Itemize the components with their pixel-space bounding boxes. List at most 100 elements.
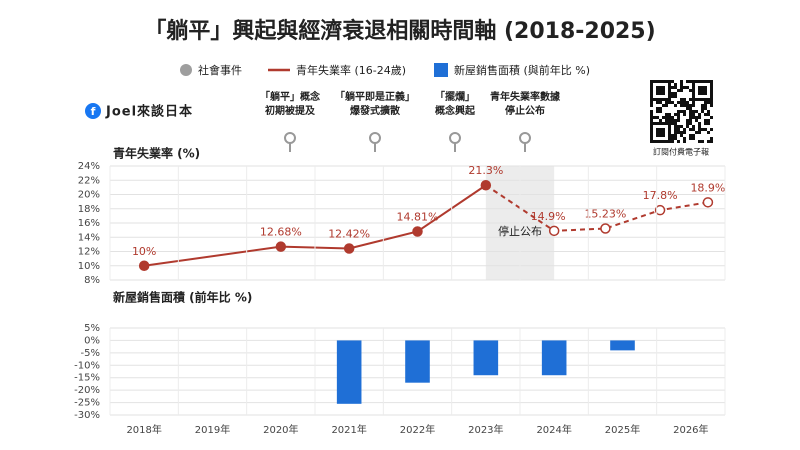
brand: Joel來談日本 [105, 104, 193, 120]
qr-cell [650, 119, 653, 122]
qr-cell [680, 104, 683, 107]
data-label: 21.3% [468, 164, 503, 177]
qr-cell [668, 128, 671, 131]
qr-cell [686, 101, 689, 104]
qr-cell [650, 92, 653, 95]
qr-cell [710, 89, 713, 92]
line [485, 184, 709, 232]
qr-cell [704, 101, 707, 104]
qr-cell [665, 101, 668, 104]
qr-cell [683, 86, 686, 89]
qr-cell [686, 107, 689, 110]
qr-cell [698, 122, 701, 125]
qr-cell [650, 83, 653, 86]
qr-cell [668, 140, 671, 143]
event-label: 「擺爛」 [435, 90, 475, 103]
event-label: 「躺平即是正義」 [335, 90, 415, 103]
qr-cell [662, 89, 665, 92]
event-pin [449, 132, 461, 144]
bar [610, 340, 635, 351]
qr-cell [683, 137, 686, 140]
qr-cell [698, 116, 701, 119]
qr-cell [659, 80, 662, 83]
qr-cell [671, 122, 674, 125]
y-tick-label: 12% [78, 247, 100, 258]
qr-cell [701, 98, 704, 101]
event-pin [519, 132, 531, 144]
qr-cell [680, 83, 683, 86]
qr-cell [668, 131, 671, 134]
y-tick-label: 18% [78, 204, 100, 215]
qr-cell [665, 80, 668, 83]
qr-cell [698, 140, 701, 143]
qr-cell [692, 98, 695, 101]
qr-cell [671, 101, 674, 104]
event-label: 初期被提及 [265, 104, 316, 117]
qr-cell [701, 86, 704, 89]
qr-cell [653, 140, 656, 143]
qr-cell [656, 89, 659, 92]
qr-cell [650, 89, 653, 92]
qr-cell [650, 95, 653, 98]
qr-cell [656, 131, 659, 134]
qr-cell [650, 140, 653, 143]
qr-cell [689, 122, 692, 125]
y-axis-title: 青年失業率 (%) [113, 146, 200, 161]
y-tick-label: 8% [84, 275, 100, 286]
qr-cell [692, 125, 695, 128]
data-label: 14.9% [531, 210, 566, 223]
qr-cell [704, 107, 707, 110]
qr-cell [698, 80, 701, 83]
qr-cell [671, 137, 674, 140]
qr-cell [701, 80, 704, 83]
y-tick-label: 24% [78, 161, 100, 172]
qr-cell [674, 122, 677, 125]
qr-cell [695, 131, 698, 134]
qr-cell [692, 86, 695, 89]
qr-cell [650, 131, 653, 134]
qr-cell [671, 92, 674, 95]
qr-cell [668, 122, 671, 125]
qr-cell [692, 101, 695, 104]
qr-cell [659, 101, 662, 104]
qr-cell [653, 116, 656, 119]
qr-cell [656, 98, 659, 101]
brand-icon [85, 103, 101, 119]
qr-cell [704, 80, 707, 83]
qr-cell [689, 107, 692, 110]
qr-cell [659, 122, 662, 125]
qr-cell [683, 128, 686, 131]
qr-cell [668, 137, 671, 140]
qr-cell [674, 86, 677, 89]
qr-cell [710, 92, 713, 95]
qr-cell [701, 107, 704, 110]
qr-cell [662, 122, 665, 125]
qr-cell [680, 86, 683, 89]
qr-cell [686, 80, 689, 83]
qr-cell [662, 131, 665, 134]
qr-cell [686, 125, 689, 128]
qr-cell [692, 137, 695, 140]
point [654, 204, 666, 216]
x-tick-label: 2018年 [126, 423, 161, 436]
bar [405, 340, 430, 383]
qr-cell [668, 86, 671, 89]
qr-cell [689, 89, 692, 92]
qr-cell [701, 104, 704, 107]
qr-cell [704, 113, 707, 116]
qr-cell [659, 134, 662, 137]
qr-cell [668, 92, 671, 95]
qr-cell [701, 110, 704, 113]
qr-cell [695, 98, 698, 101]
qr-cell [668, 89, 671, 92]
qr-cell [677, 116, 680, 119]
legend-label: 新屋銷售面積 (與前年比 %) [454, 63, 590, 77]
qr-cell [704, 98, 707, 101]
qr-cell [677, 140, 680, 143]
qr-cell [674, 134, 677, 137]
qr-cell [668, 113, 671, 116]
qr-cell [677, 125, 680, 128]
qr-cell [656, 107, 659, 110]
bar [336, 340, 362, 404]
